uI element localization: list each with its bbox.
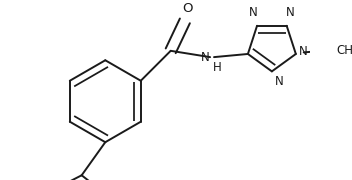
Text: H: H — [213, 61, 221, 74]
Text: N: N — [286, 6, 295, 19]
Text: N: N — [275, 75, 284, 88]
Text: N: N — [249, 6, 258, 19]
Text: O: O — [182, 2, 193, 15]
Text: N: N — [201, 51, 209, 64]
Text: N: N — [299, 45, 308, 58]
Text: CH₃: CH₃ — [337, 44, 352, 57]
